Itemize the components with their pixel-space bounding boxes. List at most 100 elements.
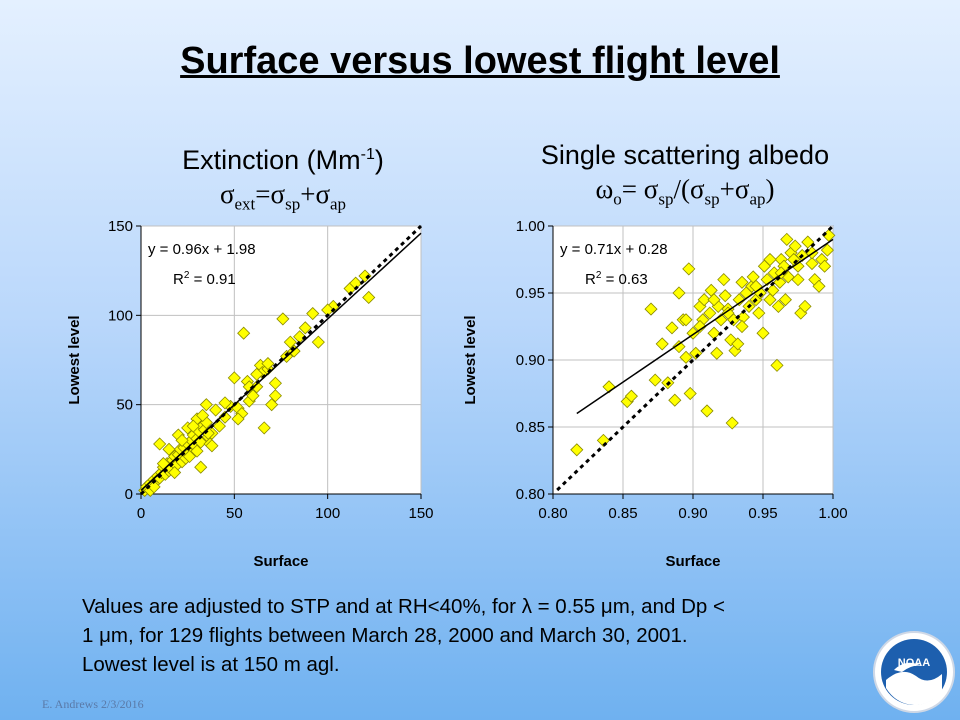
data-point-marker — [752, 306, 766, 320]
sigma-symbol: σ — [643, 174, 659, 204]
left-heading-sup: -1 — [360, 146, 375, 163]
data-point-marker — [237, 326, 251, 340]
footnote-line-2: 1 μm, for 129 flights between March 28, … — [82, 621, 862, 650]
data-point-marker — [791, 273, 805, 287]
y-tick-label: 1.00 — [516, 218, 545, 235]
data-point-marker — [672, 286, 686, 300]
data-point-marker — [805, 256, 819, 271]
x-tick-label: 0 — [137, 505, 145, 522]
data-point-marker — [196, 408, 210, 422]
omega-symbol: ω — [595, 174, 614, 204]
data-point-marker — [648, 373, 662, 387]
left-chart-title: Extinction (Mm-1) σext=σsp+σap — [73, 138, 493, 221]
data-point-marker — [820, 243, 834, 257]
right-chart-title: Single scattering albedo ωo= σsp/(σsp+σa… — [475, 138, 895, 216]
data-point-marker — [199, 398, 213, 412]
data-point-marker — [778, 293, 792, 307]
data-point-marker — [201, 426, 215, 440]
note-part: m, and Dp < — [612, 595, 725, 618]
x-tick-label: 0.95 — [748, 505, 777, 522]
data-point-marker — [175, 433, 189, 447]
data-point-marker — [717, 273, 731, 287]
data-point-marker — [788, 239, 802, 253]
data-point-marker — [186, 419, 200, 433]
y-tick-label: 0.90 — [516, 352, 545, 369]
formula-div: /( — [673, 174, 690, 204]
footer-author-date: E. Andrews 2/3/2016 — [42, 697, 144, 711]
r-squared-label: R2 = 0.63 — [585, 270, 648, 288]
sigma-symbol: σ — [734, 174, 750, 204]
data-point-marker — [190, 444, 204, 458]
data-point-marker — [682, 262, 696, 276]
y-tick-label: 0 — [125, 486, 133, 503]
data-point-marker — [265, 398, 279, 412]
note-part: Values are adjusted to STP and at RH<40%… — [82, 595, 522, 618]
left-chart-heading: Extinction (Mm-1) — [73, 138, 493, 177]
data-point-marker — [812, 279, 826, 293]
y-tick-label: 100 — [108, 307, 133, 324]
y-tick-label: 0.95 — [516, 285, 545, 302]
data-point-marker — [268, 376, 282, 390]
data-point-marker — [763, 252, 777, 267]
regression-equation: y = 0.71x + 0.28 — [560, 241, 668, 258]
data-point-marker — [362, 290, 376, 305]
data-point-marker — [703, 306, 717, 320]
data-point-marker — [246, 389, 260, 403]
formula-sub: ext — [234, 194, 256, 214]
data-point-marker — [261, 357, 275, 371]
data-point-marker — [644, 302, 658, 316]
sigma-symbol: σ — [315, 179, 330, 209]
x-tick-label: 50 — [226, 505, 243, 522]
note-part: m, for 129 flights between March 28, 200… — [110, 624, 688, 647]
formula-plus: + — [719, 174, 735, 204]
x-tick-label: 150 — [408, 505, 433, 522]
data-point-marker — [276, 312, 290, 326]
lambda-symbol: λ — [521, 595, 532, 618]
formula-eq: = — [255, 179, 271, 209]
data-point-marker — [735, 275, 749, 289]
mu-symbol: μ — [99, 624, 111, 647]
formula-sub: sp — [285, 194, 301, 214]
x-axis-label: Surface — [665, 553, 720, 570]
y-axis-label: Lowest level — [66, 315, 83, 404]
data-point-marker — [283, 335, 297, 349]
footnote-text: Values are adjusted to STP and at RH<40%… — [82, 592, 862, 679]
data-point-marker — [311, 335, 325, 349]
one-to-one-line — [139, 224, 423, 496]
data-point-marker — [683, 386, 697, 401]
x-tick-label: 0.80 — [538, 505, 567, 522]
data-point-marker — [771, 299, 785, 313]
y-tick-label: 50 — [116, 397, 133, 414]
left-heading-text: Extinction (Mm — [182, 145, 361, 175]
formula-sub: ap — [749, 189, 766, 209]
slide-title: Surface versus lowest flight level — [180, 40, 780, 82]
data-point-marker — [358, 269, 372, 283]
data-point-marker — [732, 293, 746, 307]
data-point-marker — [780, 232, 794, 246]
data-point-marker — [218, 410, 232, 424]
left-heading-end: ) — [374, 145, 384, 175]
data-point-marker — [801, 235, 815, 249]
data-point-marker — [770, 358, 784, 372]
data-point-marker — [268, 389, 282, 403]
r-squared-label: R2 = 0.91 — [173, 270, 236, 288]
data-point-marker — [624, 389, 638, 403]
data-point-marker — [721, 306, 735, 320]
footnote-line-1: Values are adjusted to STP and at RH<40%… — [82, 592, 862, 621]
y-axis-label: Lowest level — [462, 315, 479, 404]
sigma-symbol: σ — [689, 174, 705, 204]
data-point-marker — [209, 403, 223, 417]
data-point-marker — [231, 412, 245, 426]
data-point-marker — [306, 306, 320, 321]
data-point-marker — [766, 283, 780, 297]
x-tick-label: 1.00 — [818, 505, 847, 522]
data-point-marker — [735, 319, 749, 334]
data-point-marker — [668, 393, 682, 407]
regression-equation: y = 0.96x + 1.98 — [148, 241, 256, 258]
data-point-marker — [710, 346, 724, 360]
footnote-line-3: Lowest level is at 150 m agl. — [82, 653, 340, 676]
formula-sub: sp — [658, 189, 674, 209]
formula-sub: sp — [704, 189, 720, 209]
note-part: 1 — [82, 624, 100, 647]
